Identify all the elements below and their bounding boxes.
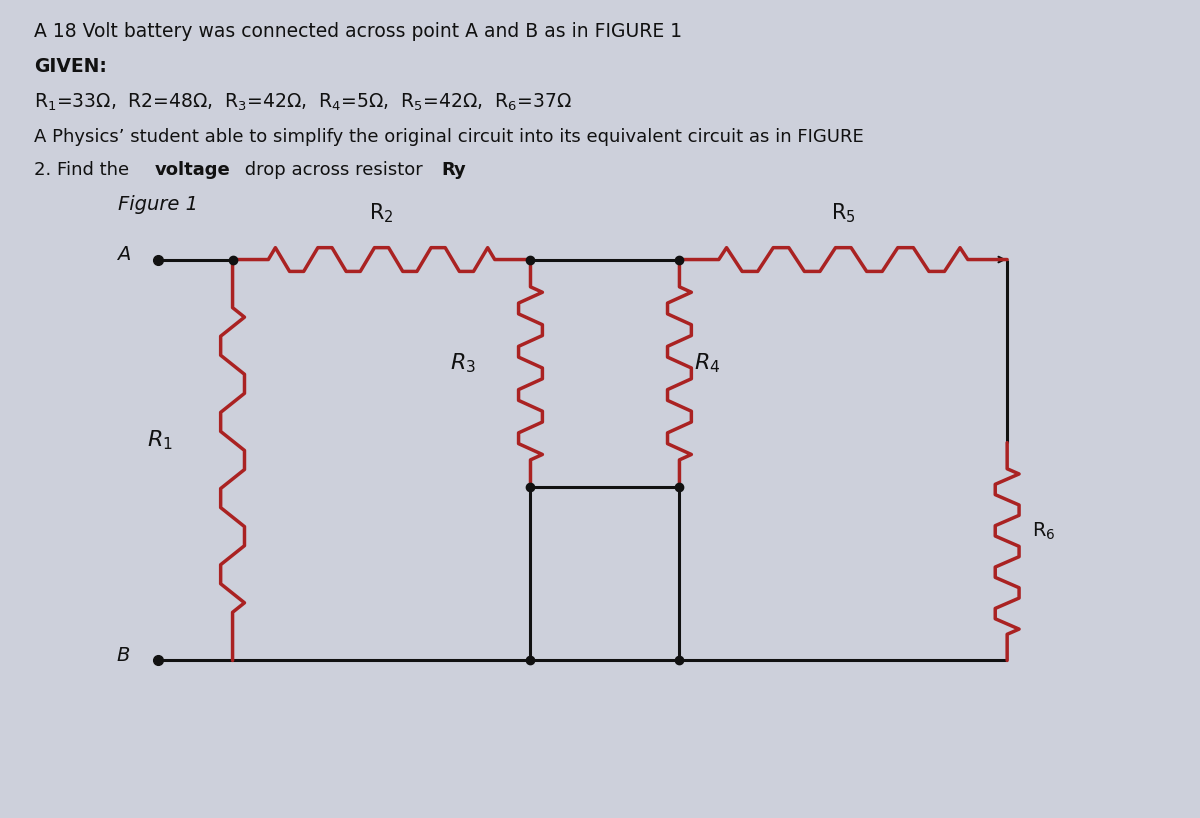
Text: GIVEN:: GIVEN: bbox=[34, 56, 107, 75]
Text: R$_5$: R$_5$ bbox=[830, 201, 856, 225]
Text: A: A bbox=[116, 245, 131, 264]
Text: drop across resistor: drop across resistor bbox=[239, 160, 428, 178]
Text: R$_6$: R$_6$ bbox=[1032, 521, 1056, 542]
Text: Ry: Ry bbox=[442, 160, 466, 178]
Text: R$_2$: R$_2$ bbox=[370, 201, 394, 225]
Text: 2. Find the: 2. Find the bbox=[34, 160, 134, 178]
Text: voltage: voltage bbox=[155, 160, 230, 178]
Text: R$_1$=33$\Omega$,  R2=48$\Omega$,  R$_3$=42$\Omega$,  R$_4$=5$\Omega$,  R$_5$=42: R$_1$=33$\Omega$, R2=48$\Omega$, R$_3$=4… bbox=[34, 92, 571, 113]
Text: R$_4$: R$_4$ bbox=[695, 352, 721, 375]
Text: A 18 Volt battery was connected across point A and B as in FIGURE 1: A 18 Volt battery was connected across p… bbox=[34, 22, 682, 41]
Text: R$_1$: R$_1$ bbox=[146, 429, 173, 452]
Text: A Physics’ student able to simplify the original circuit into its equivalent cir: A Physics’ student able to simplify the … bbox=[34, 128, 864, 146]
Text: B: B bbox=[116, 646, 131, 665]
Text: R$_3$: R$_3$ bbox=[450, 352, 476, 375]
Text: Figure 1: Figure 1 bbox=[119, 196, 198, 214]
